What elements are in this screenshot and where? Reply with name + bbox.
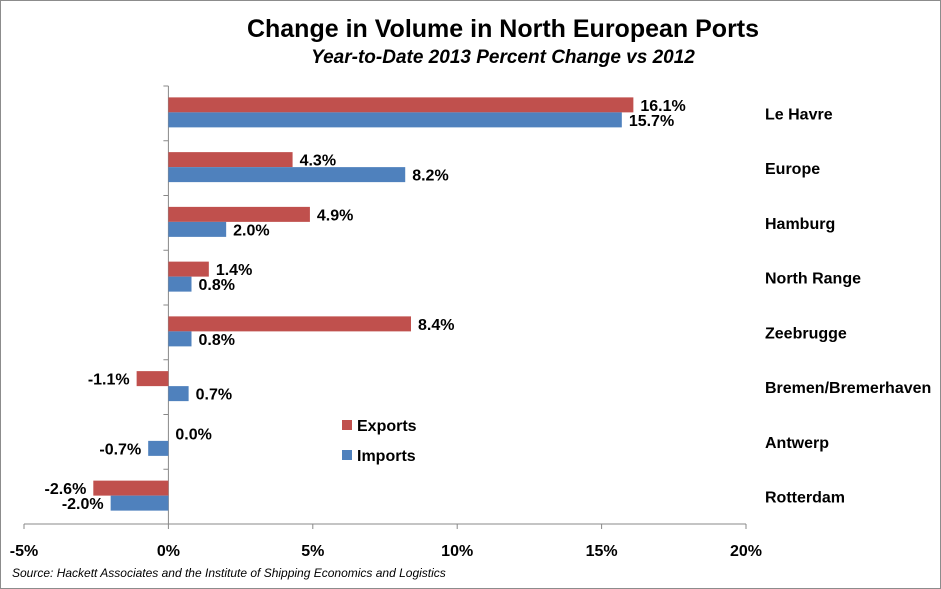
data-label: -2.0% bbox=[62, 496, 104, 513]
category-label: Hamburg bbox=[765, 216, 835, 233]
x-tick-label: -5% bbox=[10, 543, 38, 560]
bar-imports bbox=[148, 440, 169, 456]
legend-swatch-exports bbox=[342, 420, 352, 430]
data-label: 0.8% bbox=[199, 332, 235, 349]
category-label: Le Havre bbox=[765, 106, 833, 123]
bar-exports bbox=[136, 371, 169, 387]
bar-exports bbox=[168, 97, 634, 113]
data-label: -2.6% bbox=[45, 481, 87, 498]
chart-title: Change in Volume in North European Ports bbox=[246, 15, 760, 43]
bar-exports bbox=[168, 152, 293, 168]
bar-imports bbox=[168, 331, 192, 347]
data-label: 0.8% bbox=[199, 277, 235, 294]
bar-exports bbox=[93, 480, 169, 496]
x-tick-label: 5% bbox=[301, 543, 324, 560]
data-label: 16.1% bbox=[640, 98, 685, 115]
bar-exports bbox=[168, 206, 310, 222]
x-tick-label: 0% bbox=[157, 543, 180, 560]
bar-imports bbox=[168, 386, 189, 402]
legend-swatch-imports bbox=[342, 450, 352, 460]
source-note: Source: Hackett Associates and the Insti… bbox=[12, 566, 446, 580]
data-label: 4.9% bbox=[317, 207, 353, 224]
bar-imports bbox=[110, 495, 169, 511]
category-label: Rotterdam bbox=[765, 490, 845, 507]
category-label: Zeebrugge bbox=[765, 325, 847, 342]
category-label: North Range bbox=[765, 271, 861, 288]
x-tick-label: 10% bbox=[441, 543, 473, 560]
category-label: Antwerp bbox=[765, 435, 829, 452]
x-tick-label: 20% bbox=[730, 543, 762, 560]
x-tick-label: 15% bbox=[586, 543, 618, 560]
data-label: 0.7% bbox=[196, 387, 232, 404]
data-label: 4.3% bbox=[300, 153, 336, 170]
data-label: 8.2% bbox=[412, 168, 448, 185]
bar-imports bbox=[168, 221, 227, 237]
data-label: 0.0% bbox=[175, 426, 211, 443]
data-label: 1.4% bbox=[216, 262, 252, 279]
bar-imports bbox=[168, 167, 406, 183]
category-label: Bremen/Bremerhaven bbox=[765, 380, 931, 397]
chart-subtitle: Year-to-Date 2013 Percent Change vs 2012 bbox=[311, 47, 695, 68]
bar-exports bbox=[168, 316, 411, 332]
category-label: Europe bbox=[765, 161, 820, 178]
data-label: 15.7% bbox=[629, 113, 674, 130]
data-label: -0.7% bbox=[99, 441, 141, 458]
bar-exports bbox=[168, 261, 209, 277]
bar-imports bbox=[168, 112, 622, 128]
data-label: 8.4% bbox=[418, 317, 454, 334]
bar-imports bbox=[168, 276, 192, 292]
legend-label: Imports bbox=[357, 448, 416, 465]
data-label: -1.1% bbox=[88, 372, 130, 389]
legend-label: Exports bbox=[357, 418, 417, 435]
data-label: 2.0% bbox=[233, 222, 269, 239]
